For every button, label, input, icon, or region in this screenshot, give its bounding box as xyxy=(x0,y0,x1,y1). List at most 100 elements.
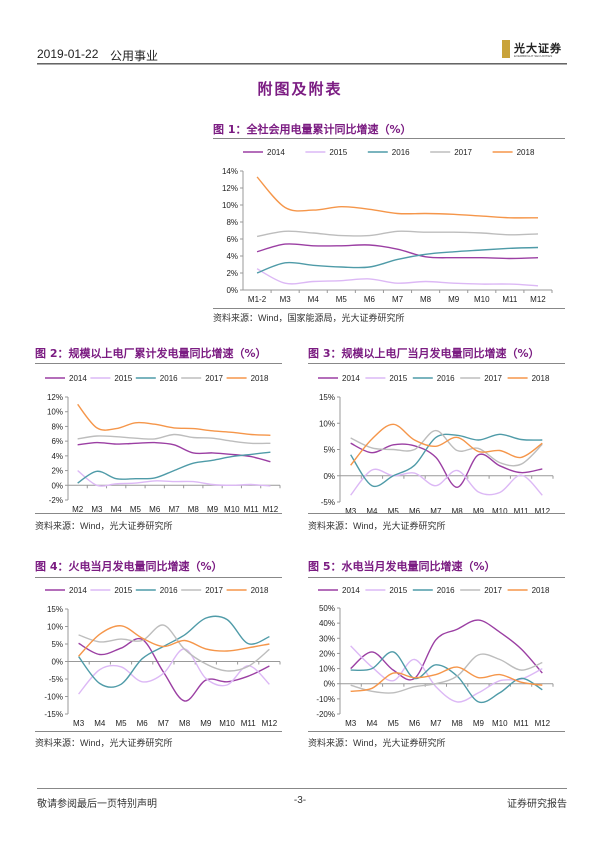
y-tick-label: 15% xyxy=(319,393,335,402)
legend-item-2014: 2014 xyxy=(45,586,87,595)
y-tick-label: -10% xyxy=(44,693,63,702)
series-line-2015 xyxy=(350,645,543,703)
series-line-2018 xyxy=(256,176,539,219)
x-tick-label: M11 xyxy=(502,295,518,304)
y-tick-label: 10% xyxy=(319,665,335,674)
y-tick-label: 4% xyxy=(226,252,238,261)
series-line-2018 xyxy=(78,625,270,657)
series-line-2018 xyxy=(350,423,543,466)
series-line-2018 xyxy=(350,666,543,692)
legend-label: 2018 xyxy=(251,374,269,383)
y-tick-label: 2% xyxy=(51,467,63,476)
legend-item-2016: 2016 xyxy=(135,374,178,383)
x-tick-label: M9 xyxy=(448,295,460,304)
legend-item-2017: 2017 xyxy=(460,374,503,383)
series-line-2017 xyxy=(350,653,543,694)
x-tick-label: M11 xyxy=(244,505,260,513)
x-tick-label: M4 xyxy=(94,719,106,728)
legend-label: 2015 xyxy=(114,374,132,383)
chart-source: 资料来源：Wind，国家能源局，光大证券研究所 xyxy=(213,313,405,323)
legend-item-2014: 2014 xyxy=(45,374,87,383)
x-tick-label: M5 xyxy=(388,719,400,728)
series-line-2016 xyxy=(350,433,543,488)
legend-item-2014: 2014 xyxy=(243,148,285,157)
series-line-2016 xyxy=(350,651,543,704)
source-divider xyxy=(308,731,565,732)
y-tick-label: -20% xyxy=(316,710,335,719)
legend-item-2016: 2016 xyxy=(367,148,410,157)
series-line-2018 xyxy=(77,403,271,436)
x-tick-label: M5 xyxy=(130,505,142,513)
source-divider xyxy=(35,513,282,514)
legend-label: 2016 xyxy=(437,586,455,595)
legend-label: 2016 xyxy=(392,148,410,157)
legend-label: 2016 xyxy=(160,374,178,383)
footer-report-type: 证券研究报告 xyxy=(507,799,567,810)
chart-title: 图 4：火电当月发电量同比增速（%） xyxy=(35,560,223,573)
x-tick-label: M12 xyxy=(530,295,546,304)
y-tick-label: 12% xyxy=(222,184,238,193)
x-tick-label: M7 xyxy=(158,719,170,728)
header-divider xyxy=(37,63,567,65)
series-line-2017 xyxy=(256,230,539,238)
legend-label: 2018 xyxy=(532,586,550,595)
x-tick-label: M3 xyxy=(73,719,85,728)
y-tick-label: 0% xyxy=(323,472,335,481)
legend-item-2014: 2014 xyxy=(318,374,360,383)
y-tick-label: 15% xyxy=(47,605,63,614)
x-tick-label: M3 xyxy=(280,295,292,304)
x-tick-label: M6 xyxy=(409,507,421,513)
legend-label: 2018 xyxy=(251,586,269,595)
logo-text: 光大证券 xyxy=(514,42,562,55)
y-tick-label: -2% xyxy=(49,496,63,505)
y-tick-label: 8% xyxy=(226,218,238,227)
y-tick-label: 0% xyxy=(323,680,335,689)
y-tick-label: 50% xyxy=(319,604,335,613)
x-tick-label: M3 xyxy=(91,505,103,513)
x-tick-label: M7 xyxy=(168,505,180,513)
series-line-2017 xyxy=(350,429,543,467)
legend-item-2014: 2014 xyxy=(318,586,360,595)
title-divider xyxy=(308,577,565,578)
x-tick-label: M5 xyxy=(336,295,348,304)
chart-source: 资料来源：Wind，光大证券研究所 xyxy=(35,521,173,531)
x-tick-label: M1-2 xyxy=(248,295,267,304)
legend-label: 2015 xyxy=(389,586,407,595)
legend-label: 2014 xyxy=(267,148,285,157)
legend-label: 2014 xyxy=(69,586,87,595)
legend-label: 2014 xyxy=(342,374,360,383)
y-tick-label: 10% xyxy=(319,419,335,428)
legend-label: 2017 xyxy=(484,374,502,383)
x-tick-label: M9 xyxy=(473,719,485,728)
series-line-2015 xyxy=(350,468,543,496)
legend-label: 2015 xyxy=(114,586,132,595)
x-tick-label: M12 xyxy=(535,507,551,513)
legend-label: 2014 xyxy=(342,586,360,595)
report-date: 2019-01-22 xyxy=(37,47,99,61)
logo-mark-icon xyxy=(502,40,510,58)
series-line-2016 xyxy=(256,246,539,274)
chart-panel-5: 图 5：水电当月发电量同比增速（%） 资料来源：Wind，光大证券研究所 2014… xyxy=(308,558,565,758)
series-line-2014 xyxy=(256,243,539,260)
series-line-2017 xyxy=(77,433,271,445)
x-tick-label: M12 xyxy=(262,719,278,728)
x-tick-label: M10 xyxy=(492,507,508,513)
chart-source: 资料来源：Wind，光大证券研究所 xyxy=(308,738,446,748)
legend-label: 2018 xyxy=(532,374,550,383)
legend-label: 2014 xyxy=(69,374,87,383)
x-tick-label: M7 xyxy=(430,507,442,513)
x-tick-label: M5 xyxy=(388,507,400,513)
chart-panel-2: 图 2：规模以上电厂累计发电量同比增速（%） 资料来源：Wind，光大证券研究所… xyxy=(35,345,282,545)
logo-subtext: EVERBRIGHT SECURITIES xyxy=(514,54,553,58)
x-tick-label: M5 xyxy=(115,719,127,728)
y-tick-label: 2% xyxy=(226,269,238,278)
x-tick-label: M12 xyxy=(535,719,551,728)
page-number: -3- xyxy=(293,795,307,806)
x-tick-label: M3 xyxy=(345,719,357,728)
legend-item-2015: 2015 xyxy=(305,148,348,157)
legend-item-2018: 2018 xyxy=(507,374,550,383)
chart-source: 资料来源：Wind，光大证券研究所 xyxy=(35,738,173,748)
line-chart: 2014 2015 2016 2017 2018 0% 2% 4% 6% 8% 10% 12% 14% M… xyxy=(222,148,553,304)
series-line-2015 xyxy=(77,470,271,487)
